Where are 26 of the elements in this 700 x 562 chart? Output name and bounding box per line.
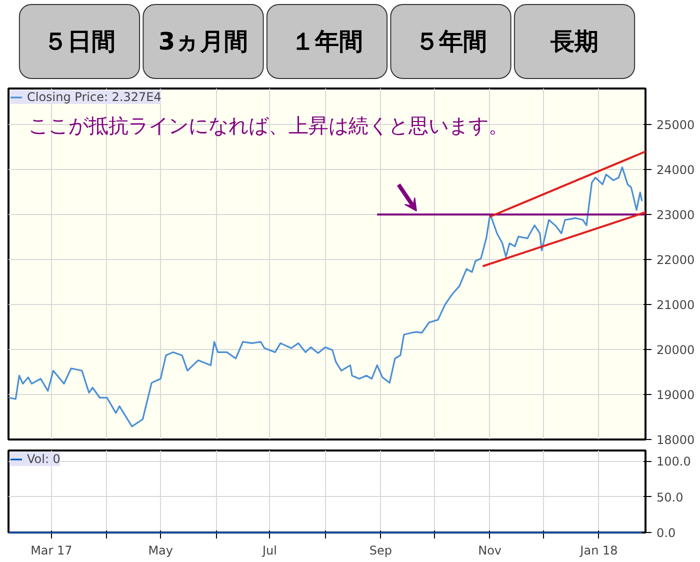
annotation: ここが抵抗ラインになれば、上昇は続くと思います。 xyxy=(28,114,508,138)
line-series xyxy=(8,166,643,428)
y-tick-label: 100.0 xyxy=(656,454,691,469)
x-tick-label: Jul xyxy=(262,544,277,558)
y-tick-label: 22000 xyxy=(656,253,695,267)
category-label: 3ヵ月間 xyxy=(158,28,248,56)
y-tick-label: 25000 xyxy=(656,118,695,132)
y-tick-label: 24000 xyxy=(656,163,695,177)
y-tick-label: 23000 xyxy=(656,208,695,222)
category-label: １年間 xyxy=(291,28,363,56)
y-tick-label: 19000 xyxy=(656,388,695,402)
category-label: ５日間 xyxy=(43,28,116,56)
x-tick-label: Jan 18 xyxy=(579,544,618,558)
legend-label: Closing Price: 2.327E4 xyxy=(27,90,162,104)
category-label: 長期 xyxy=(550,28,599,56)
y-tick-label: 18000 xyxy=(656,433,695,447)
x-tick-label: Nov xyxy=(478,544,502,558)
y-tick-label: 50.0 xyxy=(656,490,684,504)
legend-label: Vol: 0 xyxy=(27,452,60,466)
x-tick-label: Mar 17 xyxy=(30,544,72,558)
y-tick-label: 20000 xyxy=(656,343,695,357)
x-tick-label: May xyxy=(148,544,173,558)
y-tick-label: 21000 xyxy=(656,298,695,312)
x-tick-label: Sep xyxy=(369,544,392,558)
y-tick-label: 0.0 xyxy=(656,526,676,540)
category-label: ５年間 xyxy=(414,28,487,56)
